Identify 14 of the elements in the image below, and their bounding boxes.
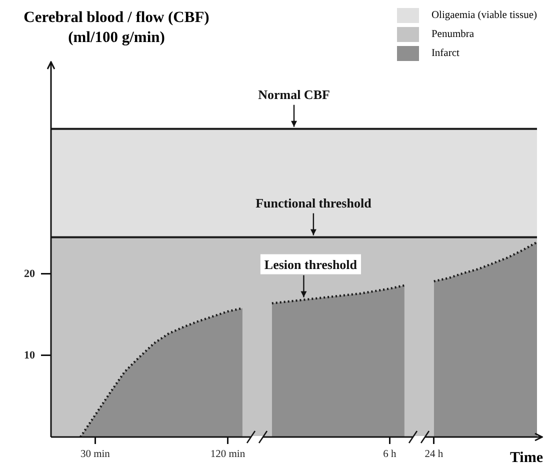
legend-label: Penumbra — [431, 29, 474, 40]
x-tick-label: 6 h — [383, 449, 398, 460]
annotation: Normal CBF — [258, 86, 330, 102]
legend-label: Oligaemia (viable tissue) — [431, 10, 537, 21]
annotation: Lesion threshold — [264, 257, 358, 272]
y-tick-label: 20 — [24, 268, 36, 280]
legend-label: Infarct — [431, 48, 460, 59]
x-axis-title: Time — [510, 450, 543, 467]
x-tick-label: 30 min — [80, 449, 111, 460]
x-tick-label: 24 h — [424, 449, 444, 460]
x-tick-label: 120 min — [210, 449, 246, 460]
annotation: Functional threshold — [256, 195, 372, 210]
y-axis-title: Cerebral blood / flow (CBF) (ml/100 g/min) — [22, 8, 210, 48]
y-tick-label: 10 — [24, 349, 36, 362]
